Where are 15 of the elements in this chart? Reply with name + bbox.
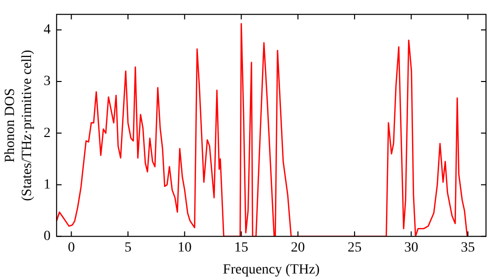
x-tick-label: 15 [234,240,248,256]
y-tick-label: 4 [44,22,51,38]
y-tick-label: 1 [44,177,51,192]
x-axis-title: Frequency (THz) [222,262,320,278]
y-tick-label: 2 [44,126,51,141]
x-tick-label: 25 [348,240,362,256]
y-tick-label: 3 [44,74,51,90]
y-tick-label: 0 [44,229,51,244]
x-tick-label: 5 [124,240,132,256]
y-axis-title: Phonon DOS (States/THz·primitive cell) [3,49,35,202]
x-tick-label: 20 [290,240,305,256]
x-tick-label: 30 [404,240,418,256]
x-tick-label: 10 [178,240,192,256]
x-tick-label: 0 [68,240,75,256]
x-tick-label: 35 [460,240,475,256]
